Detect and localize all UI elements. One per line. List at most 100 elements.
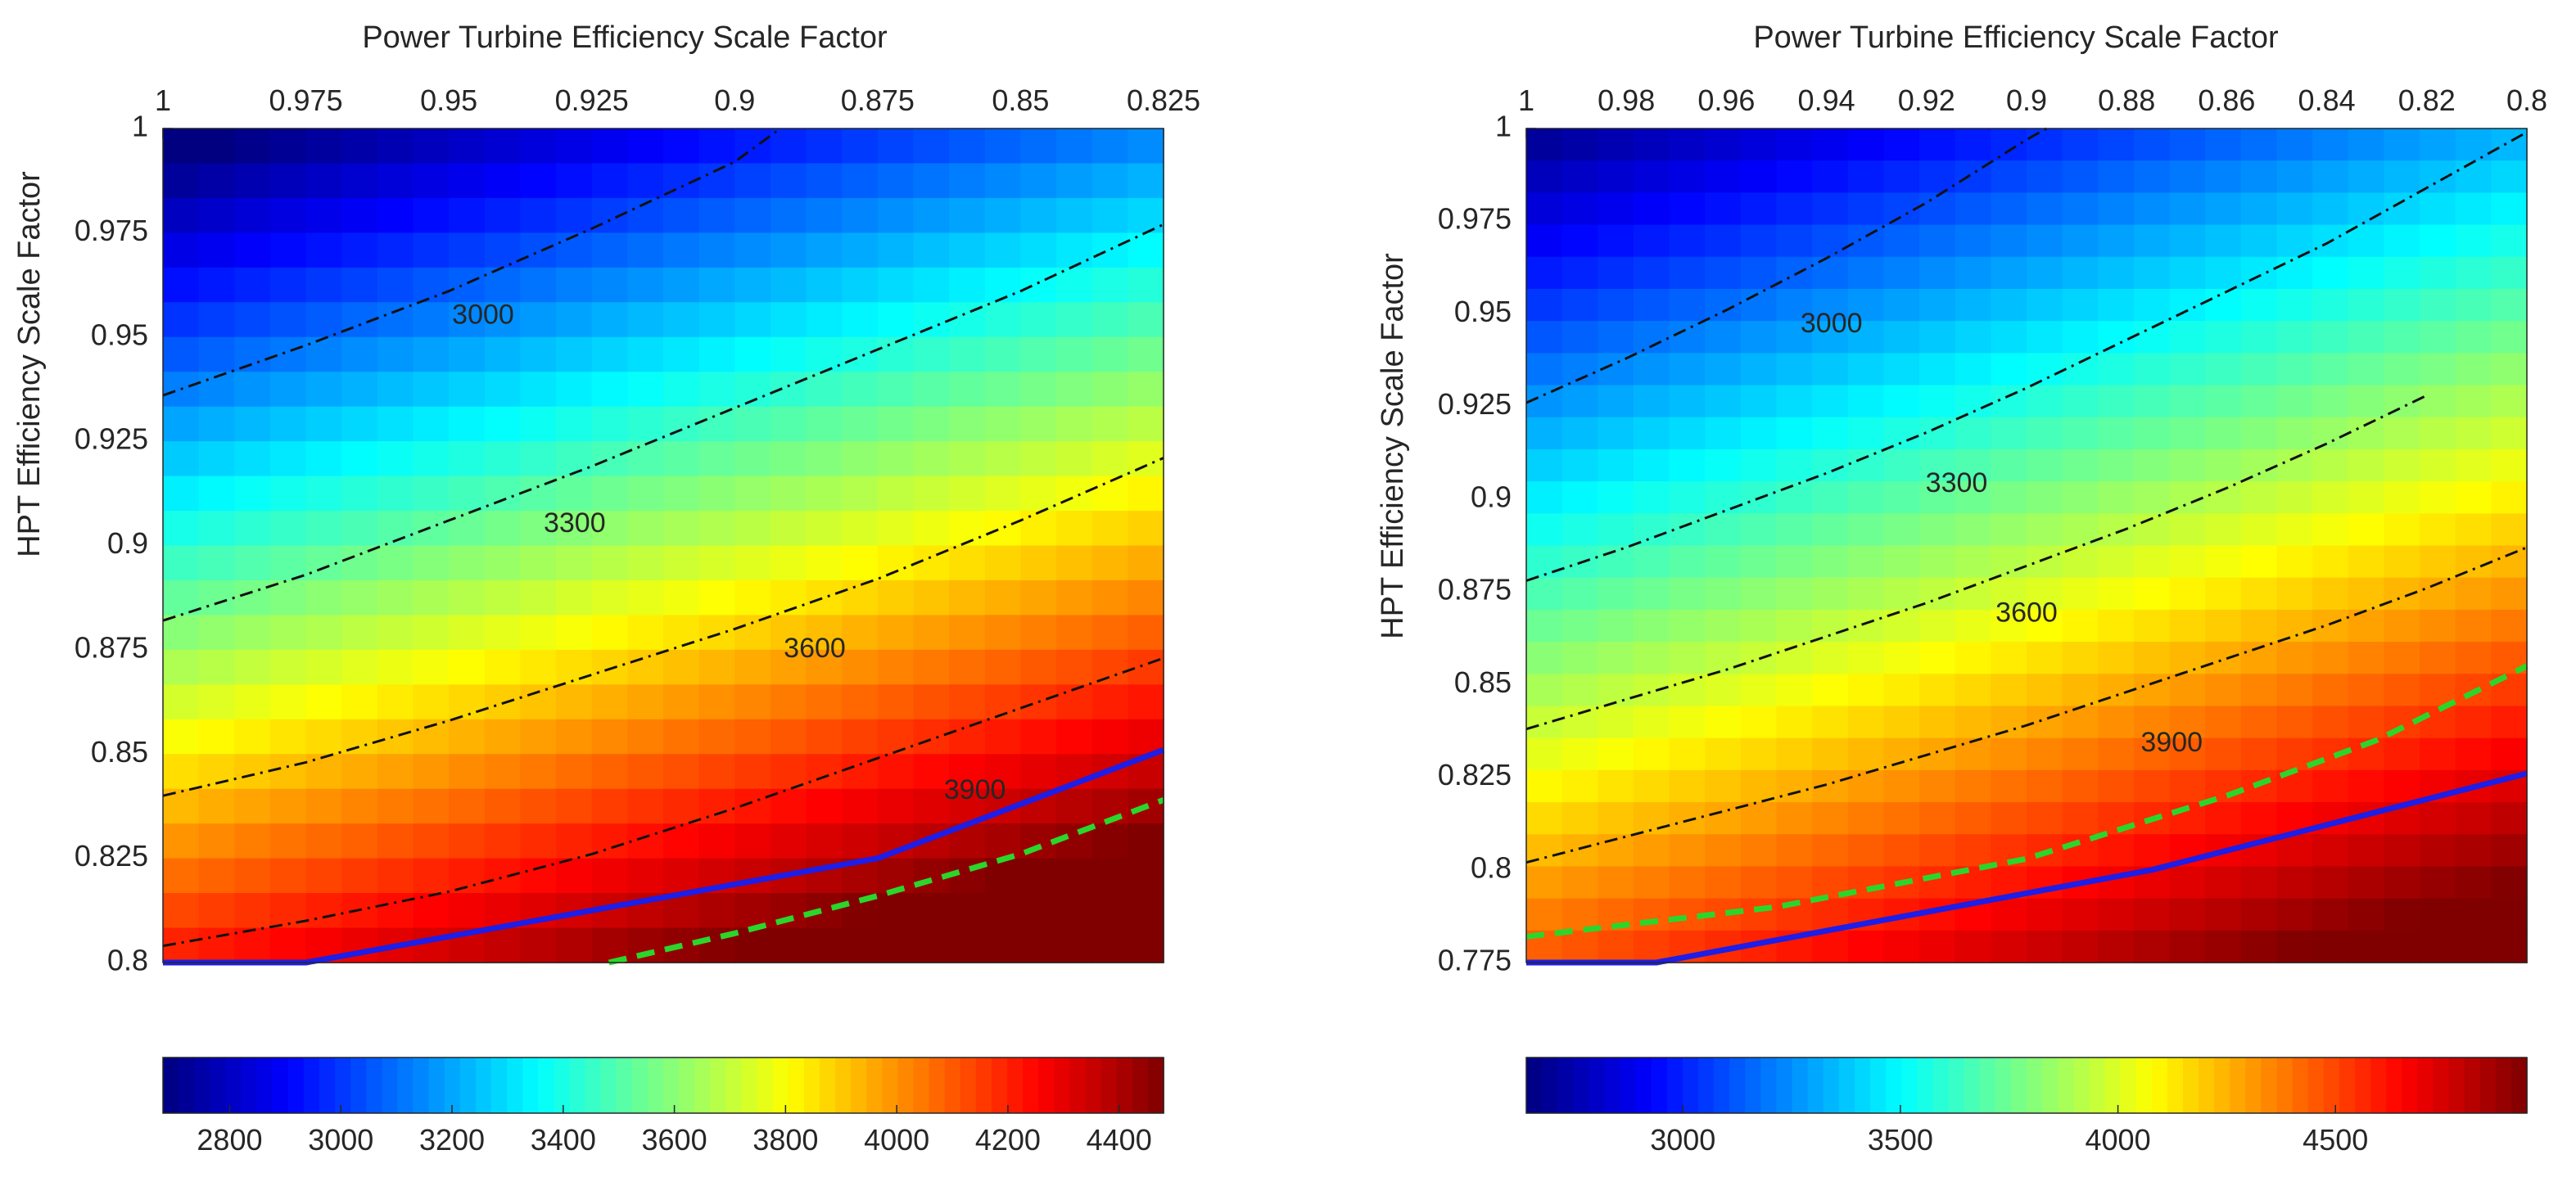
heatmap-cell [1955, 769, 1992, 803]
heatmap-cell [591, 858, 629, 894]
heatmap-cell [1056, 788, 1093, 824]
heatmap-cell [1919, 834, 1956, 868]
heatmap-cell [269, 441, 307, 477]
heatmap-cell [984, 893, 1022, 929]
heatmap-cell [520, 927, 557, 963]
heatmap-cell [163, 197, 200, 234]
heatmap-cell [734, 267, 771, 304]
heatmap-cell [2312, 353, 2349, 386]
heatmap-cell [1598, 642, 1634, 675]
heatmap-cell [1919, 192, 1956, 226]
heatmap-cell [806, 129, 843, 165]
heatmap-cell [591, 129, 629, 165]
heatmap-cell [556, 927, 593, 963]
heatmap-cell [2276, 417, 2313, 450]
heatmap-cell [2133, 737, 2171, 771]
heatmap-cell [2133, 545, 2171, 579]
heatmap-cell [698, 893, 736, 929]
heatmap-cell [1091, 441, 1129, 477]
heatmap-cell [2133, 642, 2171, 675]
heatmap-cell [520, 197, 557, 234]
colorbar-tick-label: 3500 [1868, 1123, 1933, 1157]
heatmap-cell [2384, 609, 2420, 643]
heatmap-cell [1091, 372, 1129, 408]
heatmap-cell [2098, 481, 2135, 515]
heatmap-cell [2062, 802, 2099, 836]
colorbar-swatch [913, 1057, 930, 1113]
heatmap-cell [1776, 353, 1813, 386]
heatmap-cell [1883, 930, 1920, 963]
heatmap-cell [2491, 385, 2528, 418]
heatmap-cell [698, 197, 736, 234]
heatmap-cell [1705, 545, 1742, 579]
heatmap-cell [1740, 353, 1778, 386]
heatmap-cell [1633, 737, 1670, 771]
heatmap-cell [269, 649, 307, 686]
heatmap-cell [234, 336, 271, 373]
heatmap-cell [2240, 609, 2278, 643]
heatmap-cell [698, 719, 736, 755]
colorbar-swatch [1807, 1057, 1824, 1113]
heatmap-cell [2491, 256, 2528, 290]
heatmap-cell [2420, 930, 2456, 963]
heatmap-cell [1991, 256, 2027, 290]
heatmap-cell [1561, 737, 1599, 771]
colorbar-swatch [1886, 1057, 1903, 1113]
heatmap-cell [2420, 385, 2456, 418]
heatmap-cell [2384, 449, 2420, 482]
heatmap-cell [163, 823, 200, 859]
heatmap-cell [1705, 417, 1742, 450]
heatmap-cell [2062, 129, 2099, 161]
heatmap-cell [1740, 674, 1778, 707]
heatmap-cell [877, 511, 915, 547]
heatmap-cell [698, 754, 736, 790]
heatmap-cell [2491, 706, 2528, 739]
heatmap-cell [1919, 353, 1956, 386]
heatmap-cell [1526, 192, 1563, 226]
heatmap-cell [341, 163, 378, 199]
heatmap-cell [806, 476, 843, 512]
colorbar-swatch [179, 1057, 195, 1113]
heatmap-cell [1991, 898, 2027, 931]
heatmap-cell [1883, 577, 1920, 611]
heatmap-cell [305, 823, 343, 859]
heatmap-cell [1991, 930, 2027, 963]
heatmap-cell [1812, 481, 1849, 515]
heatmap-cell [877, 441, 915, 477]
colorbar-swatch [882, 1057, 899, 1113]
contour-line-3000 [162, 127, 781, 397]
colorbar-swatch [1714, 1057, 1731, 1113]
heatmap-cell [2240, 481, 2278, 515]
heatmap-cell [2205, 513, 2242, 547]
colorbar-swatch [1542, 1057, 1558, 1113]
heatmap-cell [1561, 769, 1599, 803]
heatmap-cell [305, 579, 343, 616]
heatmap-cell [2348, 417, 2385, 450]
heatmap-cell [1091, 163, 1129, 199]
heatmap-cell [269, 476, 307, 512]
colorbar-frame [1525, 1057, 2528, 1114]
heatmap-cell [1669, 417, 1706, 450]
colorbar-swatch [319, 1057, 336, 1113]
heatmap-cell [734, 476, 771, 512]
heatmap-cell [1633, 192, 1670, 226]
heatmap-cell [1020, 267, 1057, 304]
heatmap-cell [2098, 449, 2135, 482]
heatmap-cell [305, 302, 343, 338]
heatmap-cell [377, 754, 414, 790]
heatmap-cell [984, 441, 1022, 477]
contour-line-3600 [162, 457, 1164, 797]
heatmap-cell [1669, 737, 1706, 771]
heatmap-cell [2169, 353, 2207, 386]
left-plot-frame [162, 128, 1164, 963]
heatmap-cell [627, 129, 664, 165]
heatmap-cell [198, 163, 236, 199]
colorbar-swatch [1526, 1057, 1543, 1113]
heatmap-cell [2062, 577, 2099, 611]
heatmap-cell [1919, 545, 1956, 579]
heatmap-cell [1526, 481, 1563, 515]
heatmap-cell [1847, 224, 1885, 258]
colorbar-swatch [163, 1057, 179, 1113]
heatmap-cell [1128, 129, 1164, 165]
y-tick-label: 0.975 [1438, 202, 1512, 236]
